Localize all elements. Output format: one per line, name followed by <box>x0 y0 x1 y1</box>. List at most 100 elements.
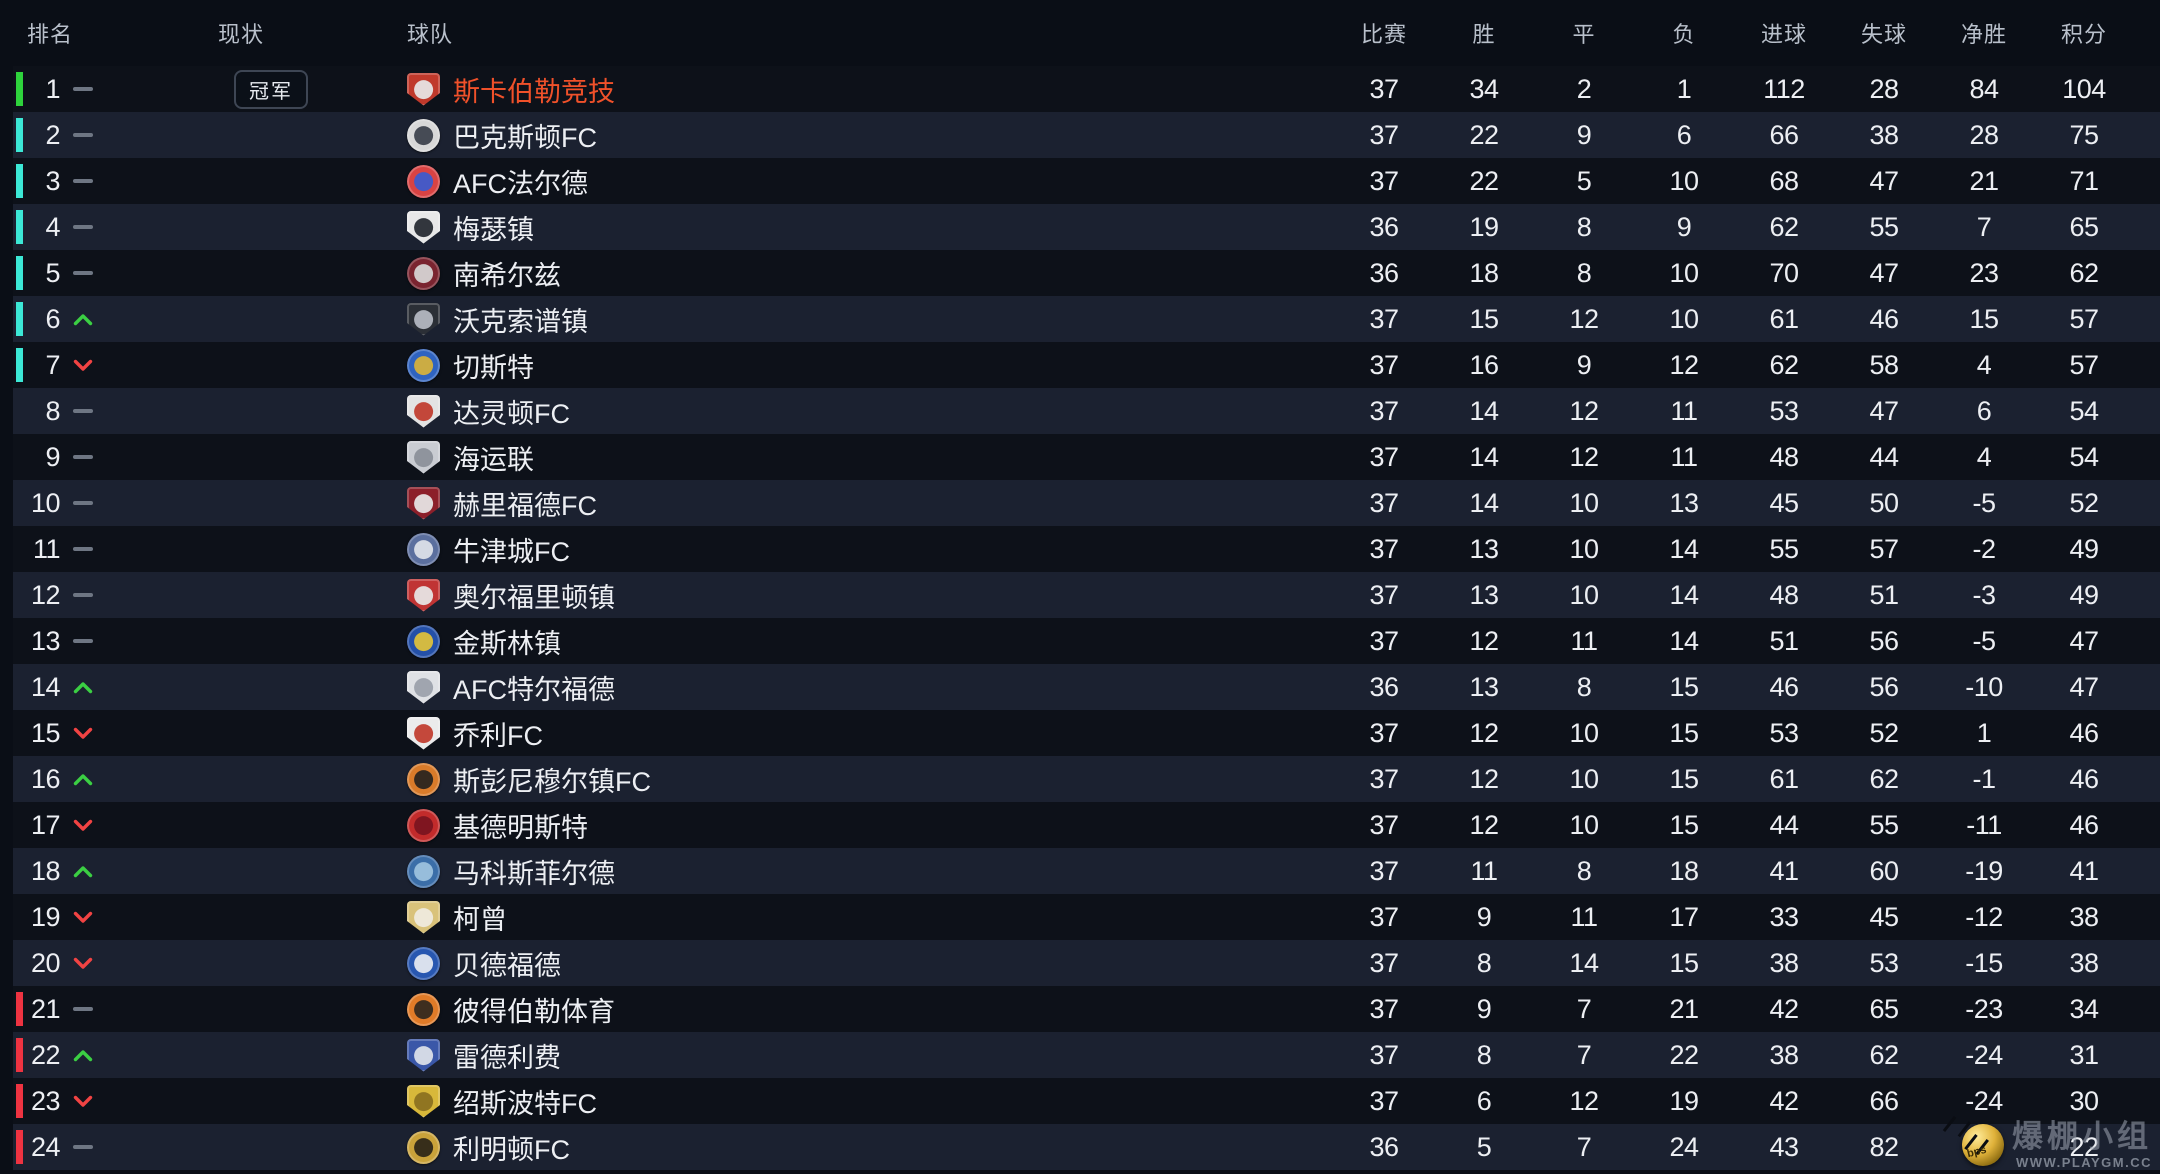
team-name[interactable]: 彼得伯勒体育 <box>453 996 615 1027</box>
table-row[interactable]: 8 达灵顿FC 37 14 12 11 53 47 6 54 <box>13 388 2160 434</box>
team-cell[interactable]: 赫里福德FC <box>346 484 1334 523</box>
team-cell[interactable]: 达灵顿FC <box>346 392 1334 431</box>
header-played[interactable]: 比赛 <box>1334 17 1434 49</box>
status-cell <box>60 501 106 505</box>
team-name[interactable]: AFC特尔福德 <box>453 674 615 705</box>
header-won[interactable]: 胜 <box>1434 17 1534 49</box>
stat-value: 10 <box>1569 763 1599 794</box>
team-cell[interactable]: 绍斯波特FC <box>346 1082 1334 1121</box>
team-cell[interactable]: 利明顿FC <box>346 1128 1334 1167</box>
team-name[interactable]: 沃克索谱镇 <box>453 306 588 337</box>
table-row[interactable]: 20 贝德福德 37 8 14 15 38 53 -15 38 <box>13 940 2160 986</box>
table-row[interactable]: 10 赫里福德FC 37 14 10 13 45 50 -5 52 <box>13 480 2160 526</box>
stat-value: 12 <box>1469 809 1499 840</box>
table-row[interactable]: 11 牛津城FC 37 13 10 14 55 57 -2 49 <box>13 526 2160 572</box>
team-name[interactable]: 绍斯波特FC <box>453 1088 597 1119</box>
stat-value: 37 <box>1369 119 1399 150</box>
stat-value: 8 <box>1476 947 1492 978</box>
header-points[interactable]: 积分 <box>2034 17 2134 49</box>
team-name[interactable]: 斯彭尼穆尔镇FC <box>453 766 651 797</box>
team-name[interactable]: 切斯特 <box>453 352 534 383</box>
team-name[interactable]: 马科斯菲尔德 <box>453 858 615 889</box>
table-row[interactable]: 16 斯彭尼穆尔镇FC 37 12 10 15 61 62 -1 46 <box>13 756 2160 802</box>
table-row[interactable]: 6 沃克索谱镇 37 15 12 10 61 46 15 57 <box>13 296 2160 342</box>
team-name[interactable]: 海运联 <box>453 444 534 475</box>
header-team[interactable]: 球队 <box>346 17 1334 68</box>
header-status[interactable]: 现状 <box>106 17 346 68</box>
table-row[interactable]: 4 梅瑟镇 36 19 8 9 62 55 7 65 <box>13 204 2160 250</box>
team-name[interactable]: 赫里福德FC <box>453 490 597 521</box>
team-cell[interactable]: AFC法尔德 <box>346 162 1334 201</box>
team-name[interactable]: AFC法尔德 <box>453 168 588 199</box>
table-row[interactable]: 2 巴克斯顿FC 37 22 9 6 66 38 28 75 <box>13 112 2160 158</box>
stats-group: 37 9 7 21 42 65 -23 34 <box>1334 994 2160 1025</box>
team-name[interactable]: 贝德福德 <box>453 950 561 981</box>
team-cell[interactable]: 金斯林镇 <box>346 622 1334 661</box>
table-row[interactable]: 17 基德明斯特 37 12 10 15 44 55 -11 46 <box>13 802 2160 848</box>
table-row[interactable]: 22 雷德利费 37 8 7 22 38 62 -24 31 <box>13 1032 2160 1078</box>
stat-value: 46 <box>2069 763 2099 794</box>
stat-value: 37 <box>1369 717 1399 748</box>
team-cell[interactable]: 彼得伯勒体育 <box>346 990 1334 1029</box>
team-name[interactable]: 金斯林镇 <box>453 628 561 659</box>
table-row[interactable]: 14 AFC特尔福德 36 13 8 15 46 56 -10 47 <box>13 664 2160 710</box>
team-cell[interactable]: 切斯特 <box>346 346 1334 385</box>
team-cell[interactable]: 斯彭尼穆尔镇FC <box>346 760 1334 799</box>
team-name[interactable]: 梅瑟镇 <box>453 214 534 245</box>
stat-value: 18 <box>1469 257 1499 288</box>
table-row[interactable]: 19 柯曾 37 9 11 17 33 45 -12 38 <box>13 894 2160 940</box>
team-cell[interactable]: 梅瑟镇 <box>346 208 1334 247</box>
team-cell[interactable]: 贝德福德 <box>346 944 1334 983</box>
team-name[interactable]: 达灵顿FC <box>453 398 570 429</box>
stat-value: 62 <box>1769 349 1799 380</box>
table-row[interactable]: 23 绍斯波特FC 37 6 12 19 42 66 -24 30 <box>13 1078 2160 1124</box>
stat-value: 47 <box>2069 671 2099 702</box>
stat-value: 15 <box>1969 303 1999 334</box>
dash-icon <box>73 87 93 91</box>
header-goal-diff[interactable]: 净胜 <box>1934 17 2034 49</box>
header-lost[interactable]: 负 <box>1634 17 1734 49</box>
team-cell[interactable]: 乔利FC <box>346 714 1334 753</box>
team-cell[interactable]: 牛津城FC <box>346 530 1334 569</box>
stat-value: 37 <box>1369 763 1399 794</box>
table-row[interactable]: 9 海运联 37 14 12 11 48 44 4 54 <box>13 434 2160 480</box>
team-cell[interactable]: 沃克索谱镇 <box>346 300 1334 339</box>
team-name[interactable]: 基德明斯特 <box>453 812 588 843</box>
table-row[interactable]: 18 马科斯菲尔德 37 11 8 18 41 60 -19 41 <box>13 848 2160 894</box>
table-row[interactable]: 7 切斯特 37 16 9 12 62 58 4 57 <box>13 342 2160 388</box>
header-drawn[interactable]: 平 <box>1534 17 1634 49</box>
table-row[interactable]: 1 冠军 斯卡伯勒竞技 37 34 2 1 112 28 84 104 <box>13 66 2160 112</box>
team-name[interactable]: 牛津城FC <box>453 536 570 567</box>
team-cell[interactable]: 斯卡伯勒竞技 <box>346 70 1334 109</box>
table-row[interactable]: 21 彼得伯勒体育 37 9 7 21 42 65 -23 34 <box>13 986 2160 1032</box>
team-name[interactable]: 利明顿FC <box>453 1134 570 1165</box>
team-name[interactable]: 南希尔兹 <box>453 260 561 291</box>
table-row[interactable]: 5 南希尔兹 36 18 8 10 70 47 23 62 <box>13 250 2160 296</box>
table-row[interactable]: 3 AFC法尔德 37 22 5 10 68 47 21 71 <box>13 158 2160 204</box>
table-row[interactable]: 15 乔利FC 37 12 10 15 53 52 1 46 <box>13 710 2160 756</box>
team-name[interactable]: 斯卡伯勒竞技 <box>453 76 615 107</box>
team-name[interactable]: 奥尔福里顿镇 <box>453 582 615 613</box>
team-cell[interactable]: 马科斯菲尔德 <box>346 852 1334 891</box>
status-cell <box>60 547 106 551</box>
team-name[interactable]: 乔利FC <box>453 720 543 751</box>
team-cell[interactable]: 基德明斯特 <box>346 806 1334 845</box>
team-name[interactable]: 巴克斯顿FC <box>453 122 597 153</box>
watermark: bps 爆棚小组 WWW.PLAYGM.CC <box>1962 1121 2152 1170</box>
team-cell[interactable]: 奥尔福里顿镇 <box>346 576 1334 615</box>
team-cell[interactable]: 巴克斯顿FC <box>346 116 1334 155</box>
team-cell[interactable]: 海运联 <box>346 438 1334 477</box>
header-rank[interactable]: 排名 <box>13 17 106 68</box>
header-goals-against[interactable]: 失球 <box>1834 17 1934 49</box>
team-cell[interactable]: 雷德利费 <box>346 1036 1334 1075</box>
team-cell[interactable]: AFC特尔福德 <box>346 668 1334 707</box>
team-cell[interactable]: 柯曾 <box>346 898 1334 937</box>
table-row[interactable]: 13 金斯林镇 37 12 11 14 51 56 -5 47 <box>13 618 2160 664</box>
header-goals-for[interactable]: 进球 <box>1734 17 1834 49</box>
team-name[interactable]: 雷德利费 <box>453 1042 561 1073</box>
down-arrow-icon <box>73 359 93 371</box>
table-row[interactable]: 12 奥尔福里顿镇 37 13 10 14 48 51 -3 49 <box>13 572 2160 618</box>
team-cell[interactable]: 南希尔兹 <box>346 254 1334 293</box>
team-name[interactable]: 柯曾 <box>453 904 507 935</box>
